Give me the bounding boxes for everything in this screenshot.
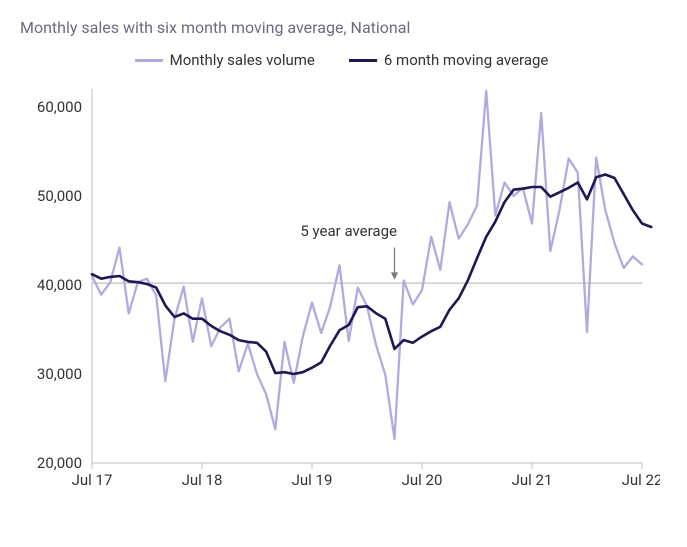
legend-label-moving-avg: 6 month moving average: [384, 51, 548, 69]
svg-text:50,000: 50,000: [37, 187, 82, 205]
legend-swatch-monthly: [135, 59, 163, 62]
legend-item-moving-avg: 6 month moving average: [349, 51, 548, 69]
legend-item-monthly: Monthly sales volume: [135, 51, 315, 69]
chart-svg: 20,000 30,000 40,000 50,000 60,000 Jul 17 Jul …: [20, 79, 660, 499]
svg-text:Jul 19: Jul 19: [292, 471, 333, 489]
legend-swatch-moving-avg: [349, 59, 377, 62]
svg-text:20,000: 20,000: [37, 454, 82, 472]
svg-text:40,000: 40,000: [37, 276, 82, 294]
chart-plot: 20,000 30,000 40,000 50,000 60,000 Jul 17 Jul …: [20, 79, 660, 499]
svg-text:Jul 18: Jul 18: [182, 471, 223, 489]
svg-text:Jul 22: Jul 22: [622, 471, 660, 489]
svg-text:60,000: 60,000: [37, 98, 82, 116]
svg-text:30,000: 30,000: [37, 365, 82, 383]
legend-label-monthly: Monthly sales volume: [170, 51, 315, 69]
svg-text:Jul 21: Jul 21: [512, 471, 553, 489]
chart-container: Monthly sales with six month moving aver…: [0, 0, 687, 547]
chart-title: Monthly sales with six month moving aver…: [20, 18, 663, 37]
legend: Monthly sales volume 6 month moving aver…: [20, 51, 663, 69]
svg-text:5 year average: 5 year average: [300, 222, 397, 240]
svg-text:Jul 20: Jul 20: [402, 471, 443, 489]
svg-text:Jul 17: Jul 17: [72, 471, 113, 489]
